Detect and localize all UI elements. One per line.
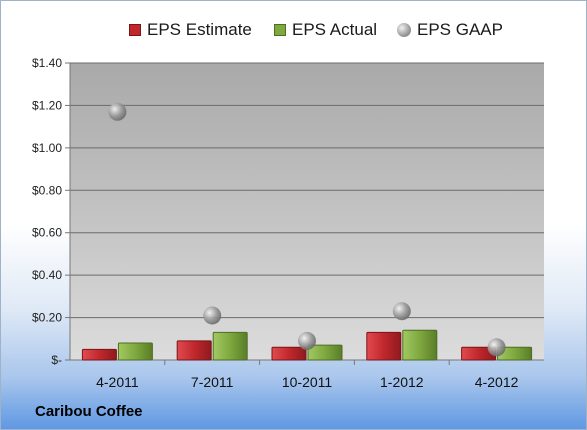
point-eps-gaap: [108, 102, 127, 121]
bar-eps-actual: [307, 344, 343, 361]
bar-eps-estimate: [366, 331, 402, 361]
legend-label-gaap: EPS GAAP: [417, 20, 503, 39]
x-tick-label: 7-2011: [191, 374, 234, 390]
legend-swatch-actual: [274, 24, 286, 36]
legend-item-eps-estimate: EPS Estimate: [129, 19, 252, 41]
company-name: Caribou Coffee: [35, 403, 143, 420]
x-tick-label: 1-2012: [380, 374, 424, 390]
point-eps-gaap: [392, 302, 411, 321]
x-tick-label: 4-2012: [475, 374, 519, 390]
y-tick-label: $1.20: [32, 98, 62, 112]
y-tick-label: $1.40: [32, 56, 62, 70]
x-tick-label: 10-2011: [282, 374, 333, 390]
legend: EPS Estimate EPS Actual EPS GAAP: [1, 19, 586, 41]
y-tick-label: $0.60: [32, 226, 62, 240]
bar-eps-estimate: [271, 346, 307, 361]
x-tick-label: 4-2011: [96, 374, 139, 390]
y-tick-label: $0.80: [32, 183, 62, 197]
legend-item-eps-gaap: EPS GAAP: [397, 19, 503, 41]
plot-area: [70, 63, 544, 360]
legend-swatch-estimate: [129, 24, 141, 36]
point-eps-gaap: [487, 338, 506, 357]
y-tick-label: $0.40: [32, 268, 62, 282]
bar-eps-estimate: [176, 340, 212, 361]
legend-item-eps-actual: EPS Actual: [274, 19, 377, 41]
point-eps-gaap: [203, 306, 222, 325]
point-eps-gaap: [298, 331, 316, 350]
y-tick-label: $-: [51, 353, 62, 367]
y-tick-label: $1.00: [32, 141, 62, 155]
legend-marker-gaap: [397, 23, 411, 37]
legend-label-actual: EPS Actual: [292, 20, 378, 39]
bar-eps-actual: [212, 331, 248, 361]
bar-eps-actual: [402, 329, 438, 361]
legend-label-estimate: EPS Estimate: [147, 20, 252, 39]
bar-eps-actual: [117, 342, 153, 361]
bar-eps-estimate: [81, 348, 117, 361]
y-tick-label: $0.20: [32, 311, 62, 325]
